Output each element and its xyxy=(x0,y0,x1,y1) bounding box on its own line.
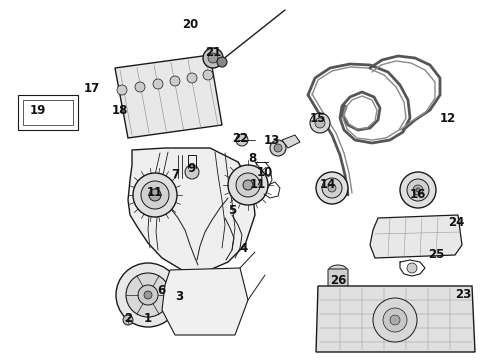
Text: 21: 21 xyxy=(204,45,221,58)
Circle shape xyxy=(415,188,419,192)
Polygon shape xyxy=(128,148,254,272)
Text: 15: 15 xyxy=(309,112,325,125)
Text: 26: 26 xyxy=(329,274,346,287)
Polygon shape xyxy=(282,135,299,148)
Circle shape xyxy=(141,181,169,209)
Circle shape xyxy=(143,291,152,299)
Ellipse shape xyxy=(124,98,146,112)
Circle shape xyxy=(399,172,435,208)
Circle shape xyxy=(236,134,247,146)
Text: 12: 12 xyxy=(439,112,455,125)
Circle shape xyxy=(327,184,335,192)
Circle shape xyxy=(236,173,260,197)
Text: 19: 19 xyxy=(30,104,46,117)
Polygon shape xyxy=(369,215,461,258)
Circle shape xyxy=(406,263,416,273)
Circle shape xyxy=(153,79,163,89)
Text: 14: 14 xyxy=(319,179,336,192)
Circle shape xyxy=(138,285,158,305)
Ellipse shape xyxy=(150,95,172,109)
Text: 9: 9 xyxy=(187,162,196,175)
Circle shape xyxy=(135,82,145,92)
Ellipse shape xyxy=(152,112,170,123)
Circle shape xyxy=(406,179,428,201)
Text: 1: 1 xyxy=(143,311,152,324)
Text: 5: 5 xyxy=(227,203,236,216)
Text: 25: 25 xyxy=(427,248,443,261)
Polygon shape xyxy=(115,55,222,138)
Text: 23: 23 xyxy=(454,288,470,302)
Text: 3: 3 xyxy=(175,291,183,303)
Ellipse shape xyxy=(176,92,198,106)
Text: 18: 18 xyxy=(112,104,128,117)
Circle shape xyxy=(203,70,213,80)
Circle shape xyxy=(186,73,197,83)
Text: 22: 22 xyxy=(231,131,247,144)
Ellipse shape xyxy=(328,265,346,275)
Polygon shape xyxy=(315,286,474,352)
Text: 2: 2 xyxy=(123,311,132,324)
Text: 7: 7 xyxy=(171,168,179,181)
Circle shape xyxy=(321,178,341,198)
FancyBboxPatch shape xyxy=(327,269,347,299)
Text: 10: 10 xyxy=(256,166,273,179)
Text: 11: 11 xyxy=(249,179,265,192)
Circle shape xyxy=(207,53,218,63)
Circle shape xyxy=(227,165,267,205)
Circle shape xyxy=(123,315,133,325)
Text: 16: 16 xyxy=(409,189,426,202)
Text: 11: 11 xyxy=(146,185,163,198)
Ellipse shape xyxy=(196,108,214,120)
Circle shape xyxy=(314,118,325,128)
Circle shape xyxy=(412,185,422,195)
Polygon shape xyxy=(162,268,247,335)
Circle shape xyxy=(203,48,223,68)
Circle shape xyxy=(217,57,226,67)
Circle shape xyxy=(389,315,399,325)
Circle shape xyxy=(133,173,177,217)
Text: 4: 4 xyxy=(240,242,247,255)
Circle shape xyxy=(184,165,199,179)
Text: 17: 17 xyxy=(84,81,100,94)
Ellipse shape xyxy=(174,111,192,122)
Circle shape xyxy=(315,172,347,204)
Circle shape xyxy=(309,113,329,133)
Text: 24: 24 xyxy=(447,216,463,229)
Text: 8: 8 xyxy=(247,152,256,165)
Circle shape xyxy=(382,308,406,332)
Circle shape xyxy=(372,298,416,342)
Text: 20: 20 xyxy=(182,18,198,31)
Text: 6: 6 xyxy=(157,284,165,297)
Circle shape xyxy=(243,180,252,190)
Circle shape xyxy=(117,85,127,95)
Circle shape xyxy=(126,273,170,317)
Circle shape xyxy=(170,76,180,86)
Ellipse shape xyxy=(328,293,346,303)
Circle shape xyxy=(116,263,180,327)
Circle shape xyxy=(269,140,285,156)
Text: 13: 13 xyxy=(264,134,280,147)
Circle shape xyxy=(149,189,161,201)
Circle shape xyxy=(273,144,282,152)
